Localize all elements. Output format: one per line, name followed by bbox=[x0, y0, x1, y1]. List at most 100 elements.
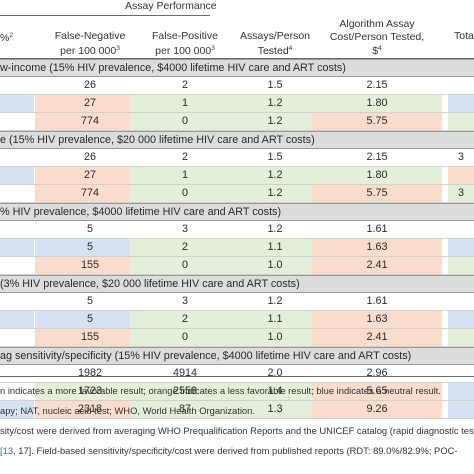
cell-total bbox=[448, 257, 474, 274]
cell-assays-per-person: 1.5 bbox=[225, 77, 325, 94]
cell-algorithm-cost: 5.75 bbox=[312, 185, 442, 202]
cell-sensitivity bbox=[0, 383, 34, 400]
cell-algorithm-cost: 1.63 bbox=[312, 311, 442, 328]
section-label: ag sensitivity/specificity (15% HIV prev… bbox=[0, 350, 412, 362]
section-header: e (15% HIV prevalence, $20 000 lifetime … bbox=[0, 131, 474, 149]
cell-false-positive: 0 bbox=[130, 185, 240, 202]
cell-assays-per-person: 1.2 bbox=[225, 167, 325, 184]
table-row: 27 1 1.2 1.80 bbox=[0, 167, 474, 185]
col-header-total: Tota bbox=[454, 30, 474, 42]
cell-sensitivity bbox=[0, 365, 34, 382]
table-row: 155 0 1.0 2.41 bbox=[0, 329, 474, 347]
cell-false-negative: 5 bbox=[35, 221, 145, 238]
cell-sensitivity bbox=[0, 77, 34, 94]
cell-total bbox=[448, 401, 474, 418]
cell-total bbox=[448, 95, 474, 112]
section-header: (3% HIV prevalence, $20 000 lifetime HIV… bbox=[0, 275, 474, 293]
cell-assays-per-person: 1.5 bbox=[225, 149, 325, 166]
section-header: w-income (15% HIV prevalence, $4000 life… bbox=[0, 59, 474, 77]
cell-false-positive: 2 bbox=[130, 77, 240, 94]
cell-false-positive: 87 bbox=[130, 401, 240, 418]
cell-false-positive: 2558 bbox=[130, 383, 240, 400]
cell-total bbox=[448, 293, 474, 310]
cell-assays-per-person: 2.0 bbox=[225, 365, 325, 382]
cell-algorithm-cost: 1.80 bbox=[312, 95, 442, 112]
cell-false-positive: 2 bbox=[130, 311, 240, 328]
footnote-ref-link[interactable]: [13 bbox=[0, 445, 14, 456]
cell-false-positive: 0 bbox=[130, 113, 240, 130]
cell-assays-per-person: 1.2 bbox=[225, 113, 325, 130]
col-header-assays-per-person: Assays/Person Tested4 bbox=[239, 30, 311, 57]
cell-total: 3 bbox=[448, 185, 474, 202]
cell-sensitivity bbox=[0, 329, 34, 346]
cell-total bbox=[448, 77, 474, 94]
cell-sensitivity bbox=[0, 149, 34, 166]
col-header-algorithm-cost: Algorithm Assay Cost/Person Tested, $4 bbox=[329, 18, 425, 57]
table-row: 5 3 1.2 1.61 bbox=[0, 293, 474, 311]
cell-algorithm-cost: 1.61 bbox=[312, 221, 442, 238]
cell-algorithm-cost: 1.63 bbox=[312, 239, 442, 256]
cell-sensitivity bbox=[0, 257, 34, 274]
cell-sensitivity bbox=[0, 185, 34, 202]
cell-false-negative: 155 bbox=[35, 257, 145, 274]
cell-total bbox=[448, 221, 474, 238]
cell-false-positive: 4914 bbox=[130, 365, 240, 382]
section-header: ag sensitivity/specificity (15% HIV prev… bbox=[0, 347, 474, 365]
footnote-field-based: [13, 17]. Field-based sensitivity/specif… bbox=[0, 445, 458, 456]
cell-false-negative: 1723 bbox=[35, 383, 145, 400]
cell-total bbox=[448, 239, 474, 256]
table-row: 26 2 1.5 2.15 3 bbox=[0, 149, 474, 167]
cell-total bbox=[448, 365, 474, 382]
cell-false-positive: 3 bbox=[130, 221, 240, 238]
table-row: 5 3 1.2 1.61 bbox=[0, 221, 474, 239]
cell-sensitivity bbox=[0, 311, 34, 328]
cell-assays-per-person: 1.0 bbox=[225, 257, 325, 274]
cell-assays-per-person: 1.1 bbox=[225, 311, 325, 328]
cell-false-positive: 2 bbox=[130, 149, 240, 166]
cell-false-negative: 774 bbox=[35, 185, 145, 202]
cell-false-negative: 26 bbox=[35, 77, 145, 94]
table-row: 27 1 1.2 1.80 bbox=[0, 95, 474, 113]
cell-assays-per-person: 1.2 bbox=[225, 95, 325, 112]
table-row: 5 2 1.1 1.63 bbox=[0, 239, 474, 257]
table-row: 774 0 1.2 5.75 3 bbox=[0, 185, 474, 203]
table-row: 26 2 1.5 2.15 bbox=[0, 77, 474, 95]
cell-assays-per-person: 1.0 bbox=[225, 329, 325, 346]
col-header-false-positive: False-Positive per 100 0003 bbox=[152, 30, 218, 57]
cell-false-positive: 1 bbox=[130, 95, 240, 112]
cell-false-negative: 26 bbox=[35, 149, 145, 166]
cell-false-positive: 0 bbox=[130, 329, 240, 346]
cell-algorithm-cost: 5.65 bbox=[312, 383, 442, 400]
cell-false-negative: 155 bbox=[35, 329, 145, 346]
cell-sensitivity bbox=[0, 221, 34, 238]
assay-performance-group-title: Assay Performance bbox=[125, 0, 217, 12]
cell-algorithm-cost: 2.15 bbox=[312, 77, 442, 94]
section-label: (3% HIV prevalence, $20 000 lifetime HIV… bbox=[0, 278, 300, 290]
cell-sensitivity bbox=[0, 401, 34, 418]
cell-sensitivity bbox=[0, 95, 34, 112]
header-group-rule bbox=[0, 15, 210, 16]
cell-false-negative: 2318 bbox=[35, 401, 145, 418]
cell-false-negative: 774 bbox=[35, 113, 145, 130]
cell-sensitivity bbox=[0, 239, 34, 256]
table-row: 1723 2558 1.4 5.65 bbox=[0, 383, 474, 401]
footnote-sources: sity/cost were derived from averaging WH… bbox=[0, 425, 474, 436]
cell-assays-per-person: 1.3 bbox=[225, 401, 325, 418]
cell-false-negative: 5 bbox=[35, 311, 145, 328]
cell-assays-per-person: 1.2 bbox=[225, 293, 325, 310]
cell-assays-per-person: 1.1 bbox=[225, 239, 325, 256]
table-row: 5 2 1.1 1.63 bbox=[0, 311, 474, 329]
cell-false-positive: 1 bbox=[130, 167, 240, 184]
col-header-sensitivity: %2 bbox=[0, 32, 13, 44]
section-label: w-income (15% HIV prevalence, $4000 life… bbox=[0, 62, 346, 74]
table-row: 2318 87 1.3 9.26 bbox=[0, 401, 474, 419]
cell-false-negative: 1982 bbox=[35, 365, 145, 382]
cell-false-negative: 5 bbox=[35, 293, 145, 310]
cell-assays-per-person: 1.4 bbox=[225, 383, 325, 400]
cell-assays-per-person: 1.2 bbox=[225, 221, 325, 238]
footnote-abbreviations: apy; NAT, nucleic acid test; WHO, World … bbox=[0, 405, 255, 416]
cell-algorithm-cost: 5.75 bbox=[312, 113, 442, 130]
cell-false-negative: 5 bbox=[35, 239, 145, 256]
cell-total bbox=[448, 329, 474, 346]
